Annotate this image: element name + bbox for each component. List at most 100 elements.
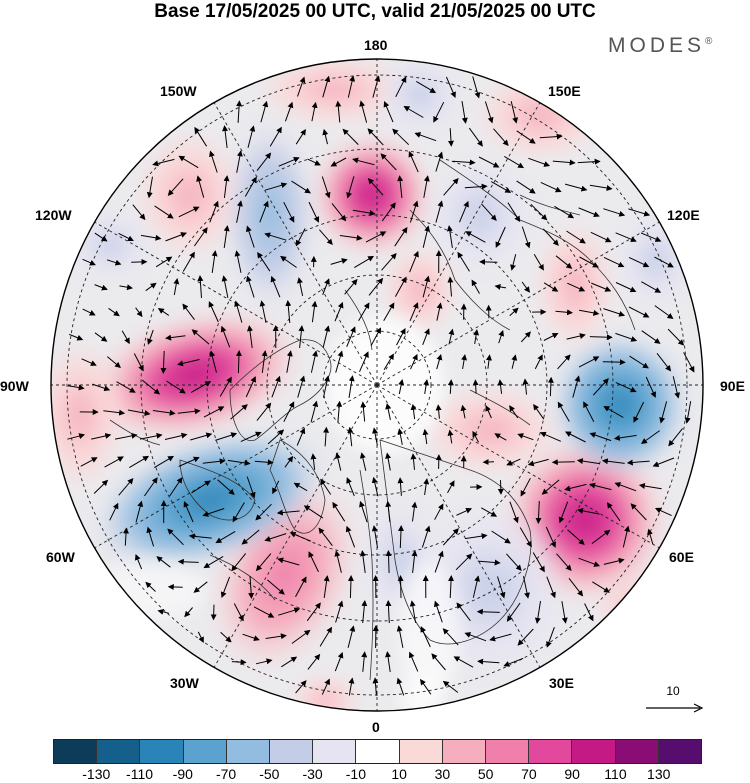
wind-vector: [591, 282, 612, 292]
wind-vector: [445, 76, 456, 99]
wind-vector: [265, 182, 288, 191]
wind-vector: [155, 256, 173, 268]
wind-vector: [408, 651, 419, 672]
wind-vector: [318, 527, 333, 547]
wind-vector: [497, 379, 504, 394]
wind-vector: [659, 401, 668, 424]
wind-vector: [190, 432, 213, 441]
wind-vector: [135, 500, 144, 523]
wind-vector: [277, 557, 300, 566]
wind-vector: [116, 381, 136, 393]
wind-vector: [532, 552, 545, 573]
wind-vector: [539, 133, 563, 140]
wind-vector: [223, 175, 230, 198]
wind-vector: [476, 608, 500, 615]
wind-vector: [93, 479, 109, 494]
wind-vector: [615, 282, 637, 293]
wind-vector: [269, 126, 282, 147]
wind-vector: [461, 354, 468, 369]
wind-vector: [578, 557, 601, 567]
wind-vector: [509, 405, 519, 419]
wind-vector: [615, 381, 637, 393]
wind-vector: [67, 384, 85, 391]
colorbar-tick-label: 90: [564, 766, 580, 782]
lon-label-120w: 120W: [35, 207, 72, 223]
wind-vector: [519, 527, 532, 548]
wind-vector: [506, 458, 521, 466]
wind-vector: [210, 604, 217, 621]
wind-vector: [614, 482, 637, 492]
wind-vector: [584, 603, 594, 622]
wind-vector: [603, 256, 625, 268]
wind-vector: [209, 150, 218, 173]
wind-vector: [311, 101, 318, 122]
wind-vector: [545, 526, 556, 548]
wind-vector: [557, 401, 570, 422]
colorbar-tick-label: 50: [477, 766, 494, 782]
wind-vector: [484, 101, 494, 124]
wind-vector: [443, 177, 459, 196]
wind-vector: [284, 101, 294, 122]
wind-vector: [547, 376, 554, 397]
wind-vector: [286, 350, 293, 373]
wind-vector: [135, 307, 143, 318]
wind-vector: [334, 550, 342, 573]
wind-vector: [494, 433, 507, 441]
wind-vector: [641, 330, 661, 344]
wind-vector: [342, 128, 359, 145]
wind-vector: [392, 128, 410, 146]
wind-vector: [361, 600, 368, 624]
wind-vector: [323, 575, 330, 598]
wind-vector: [347, 625, 356, 648]
wind-vector: [420, 626, 431, 648]
wind-vector: [347, 575, 354, 599]
wind-vector: [231, 659, 247, 666]
wind-vector: [421, 525, 431, 548]
wind-vector: [551, 459, 575, 466]
wind-vector: [383, 100, 394, 123]
reference-vector: 10: [640, 684, 706, 718]
wind-vector: [414, 132, 437, 142]
wind-vector: [645, 376, 656, 398]
wind-vector: [534, 601, 541, 624]
wind-vector: [434, 503, 444, 520]
wind-vector: [264, 232, 287, 241]
wind-vector: [410, 403, 417, 420]
wind-vector: [381, 202, 396, 222]
wind-vector: [141, 379, 161, 395]
wind-vector: [259, 300, 267, 323]
wind-vector: [104, 456, 124, 468]
wind-vector: [347, 426, 354, 447]
wind-vector: [602, 359, 626, 366]
wind-vector: [295, 576, 307, 597]
wind-vector: [193, 581, 208, 593]
lon-label-150e: 150E: [548, 83, 581, 99]
wind-vector: [271, 375, 281, 398]
wind-vector: [464, 183, 488, 190]
wind-vector: [94, 284, 108, 291]
wind-vector: [591, 529, 611, 545]
wind-vector: [455, 553, 473, 571]
wind-vector: [177, 359, 200, 367]
lon-label-180: 180: [364, 37, 388, 53]
wind-vector: [145, 282, 157, 292]
wind-vector: [567, 529, 585, 545]
wind-vector: [556, 553, 572, 572]
wind-vector: [347, 75, 356, 98]
wind-vector: [472, 575, 481, 598]
wind-vector: [456, 508, 473, 516]
wind-vector: [223, 225, 230, 248]
wind-vector: [603, 308, 626, 317]
wind-vector: [335, 350, 344, 373]
wind-vector: [196, 175, 205, 198]
wind-vector: [420, 678, 432, 695]
wind-vector: [298, 325, 305, 348]
wind-vector: [385, 500, 392, 523]
wind-vector: [203, 555, 224, 569]
wind-vector: [270, 275, 281, 298]
wind-vector: [134, 553, 143, 570]
wind-vector: [397, 477, 404, 496]
coastlines: [109, 159, 636, 681]
wind-vector: [209, 350, 217, 373]
wind-vector: [330, 258, 348, 265]
